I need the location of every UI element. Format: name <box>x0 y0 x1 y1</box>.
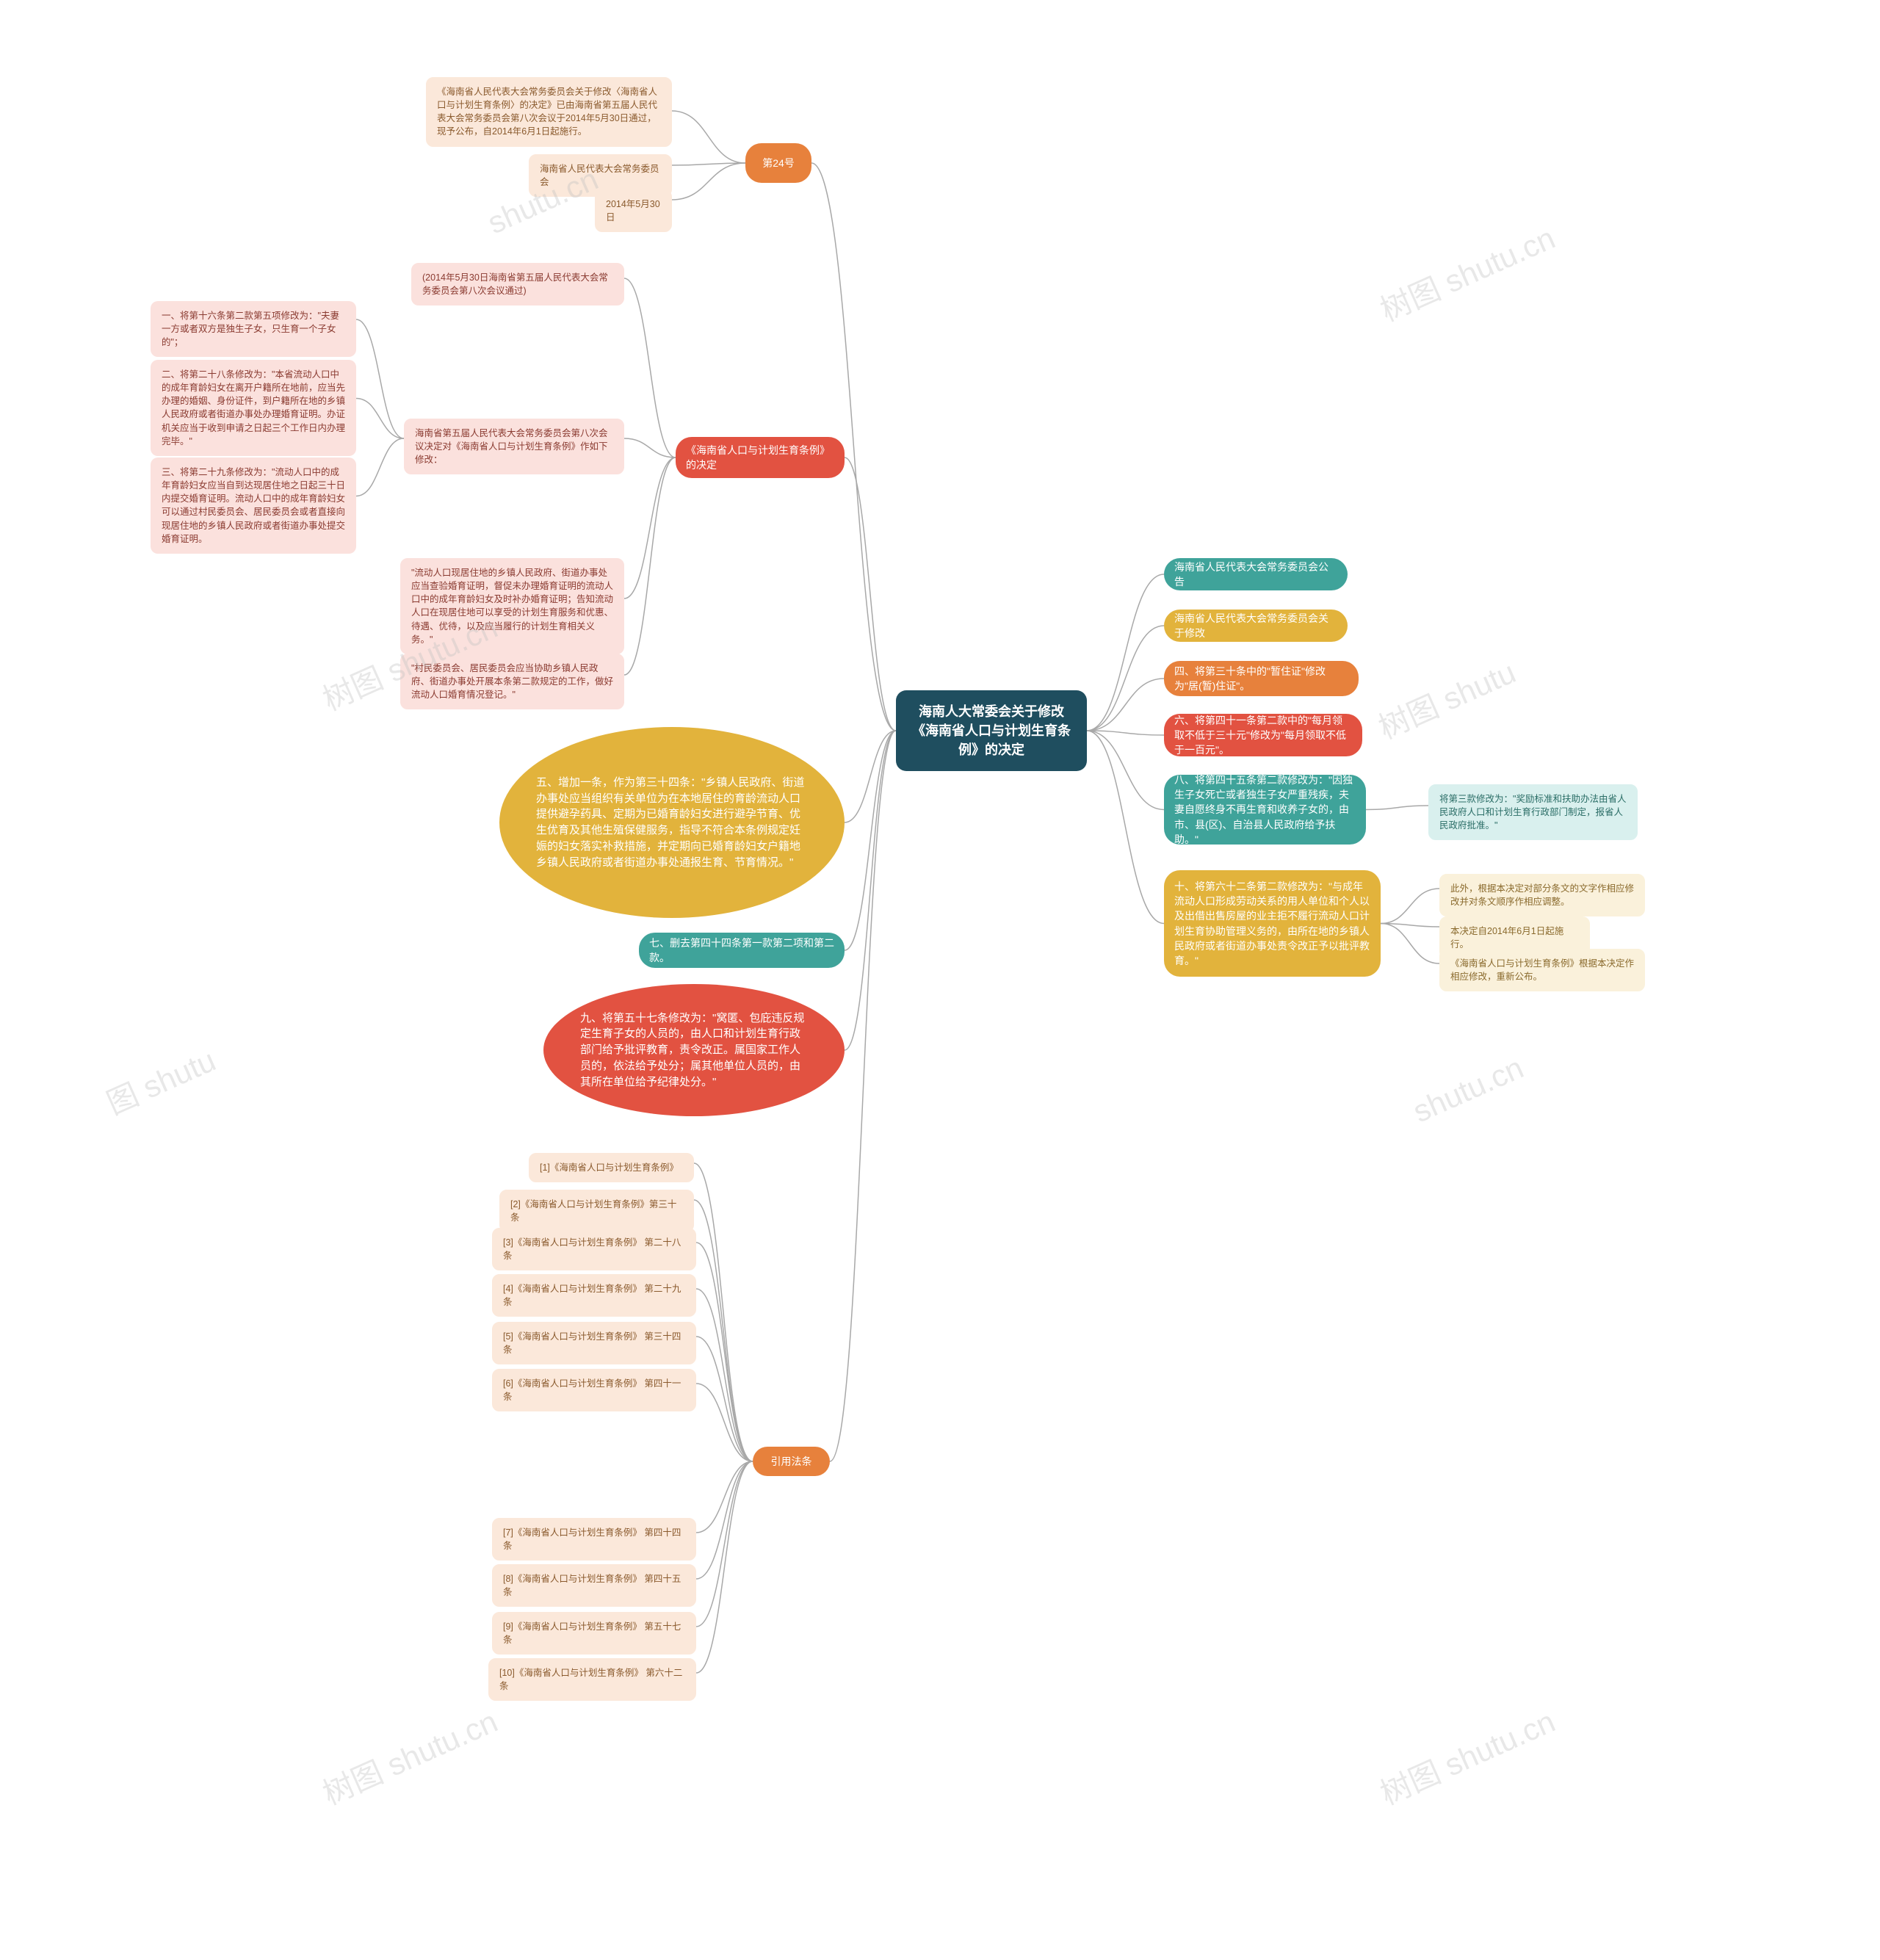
leaf[interactable]: 2014年5月30日 <box>595 189 672 232</box>
leaf[interactable]: "村民委员会、居民委员会应当协助乡镇人民政府、街道办事处开展本条第二款规定的工作… <box>400 654 624 709</box>
branch-r3[interactable]: 四、将第三十条中的"暂住证"修改为"居(暂)住证"。 <box>1164 661 1359 696</box>
mindmap-canvas: 海南人大常委会关于修改《海南省人口与计划生育条例》的决定 第24号 《海南省人民代表… <box>0 0 1880 1960</box>
leaf[interactable]: [2]《海南省人口与计划生育条例》第三十条 <box>499 1190 694 1232</box>
watermark: 树图 shutu.cn <box>1373 214 1561 330</box>
leaf[interactable]: (2014年5月30日海南省第五届人民代表大会常务委员会第八次会议通过) <box>411 263 624 305</box>
leaf-child[interactable]: 一、将第十六条第二款第五项修改为："夫妻一方或者双方是独生子女，只生育一个子女的… <box>151 301 356 357</box>
leaf[interactable]: 《海南省人民代表大会常务委员会关于修改〈海南省人口与计划生育条例〉的决定》已由海… <box>426 77 672 147</box>
leaf[interactable]: [6]《海南省人口与计划生育条例》 第四十一条 <box>492 1369 696 1411</box>
leaf[interactable]: [10]《海南省人口与计划生育条例》 第六十二条 <box>488 1658 696 1701</box>
leaf-child[interactable]: 三、将第二十九条修改为："流动人口中的成年育龄妇女应当自到达现居住地之日起三十日… <box>151 458 356 554</box>
leaf-child[interactable]: 二、将第二十八条修改为："本省流动人口中的成年育龄妇女在离开户籍所在地前，应当先… <box>151 360 356 456</box>
leaf[interactable]: 《海南省人口与计划生育条例》根据本决定作相应修改，重新公布。 <box>1439 949 1645 991</box>
branch-decision[interactable]: 《海南省人口与计划生育条例》的决定 <box>676 437 845 478</box>
branch-r4[interactable]: 六、将第四十一条第二款中的"每月领取不低于三十元"修改为"每月领取不低于一百元"… <box>1164 714 1362 756</box>
watermark: 图 shutu <box>98 1036 222 1124</box>
leaf[interactable]: 将第三款修改为："奖励标准和扶助办法由省人民政府人口和计划生育行政部门制定，报省… <box>1428 784 1638 840</box>
branch-r1[interactable]: 海南省人民代表大会常务委员会公告 <box>1164 558 1348 590</box>
branch-five[interactable]: 五、增加一条，作为第三十四条："乡镇人民政府、街道办事处应当组织有关单位为在本地… <box>499 727 845 918</box>
branch-r5[interactable]: 八、将第四十五条第二款修改为："因独生子女死亡或者独生子女严重残疾，夫妻自愿终身… <box>1164 775 1366 845</box>
watermark: shutu.cn <box>1408 1050 1529 1129</box>
watermark: 树图 shutu <box>1370 648 1522 748</box>
branch-label: 五、增加一条，作为第三十四条："乡镇人民政府、街道办事处应当组织有关单位为在本地… <box>536 775 808 871</box>
branch-label: 九、将第五十七条修改为："窝匿、包庇违反规定生育子女的人员的，由人口和计划生育行… <box>580 1010 808 1091</box>
leaf[interactable]: [9]《海南省人口与计划生育条例》 第五十七条 <box>492 1612 696 1655</box>
leaf[interactable]: [1]《海南省人口与计划生育条例》 <box>529 1153 694 1182</box>
branch-cite[interactable]: 引用法条 <box>753 1447 830 1476</box>
leaf[interactable]: [7]《海南省人口与计划生育条例》 第四十四条 <box>492 1518 696 1561</box>
watermark: 树图 shutu.cn <box>1373 1697 1561 1814</box>
leaf[interactable]: "流动人口现居住地的乡镇人民政府、街道办事处应当查验婚育证明，督促未办理婚育证明… <box>400 558 624 654</box>
leaf[interactable]: 此外，根据本决定对部分条文的文字作相应修改并对条文顺序作相应调整。 <box>1439 874 1645 916</box>
center-node[interactable]: 海南人大常委会关于修改《海南省人口与计划生育条例》的决定 <box>896 690 1087 771</box>
branch-nine[interactable]: 九、将第五十七条修改为："窝匿、包庇违反规定生育子女的人员的，由人口和计划生育行… <box>543 984 845 1116</box>
leaf[interactable]: [8]《海南省人口与计划生育条例》 第四十五条 <box>492 1564 696 1607</box>
watermark: 树图 shutu.cn <box>315 1697 504 1814</box>
branch-b24[interactable]: 第24号 <box>745 143 811 183</box>
leaf[interactable]: [5]《海南省人口与计划生育条例》 第三十四条 <box>492 1322 696 1364</box>
leaf[interactable]: [3]《海南省人口与计划生育条例》 第二十八条 <box>492 1228 696 1270</box>
branch-r6[interactable]: 十、将第六十二条第二款修改为："与成年流动人口形成劳动关系的用人单位和个人以及出… <box>1164 870 1381 977</box>
leaf[interactable]: [4]《海南省人口与计划生育条例》 第二十九条 <box>492 1274 696 1317</box>
branch-r2[interactable]: 海南省人民代表大会常务委员会关于修改 <box>1164 610 1348 642</box>
leaf[interactable]: 海南省第五届人民代表大会常务委员会第八次会议决定对《海南省人口与计划生育条例》作… <box>404 419 624 474</box>
branch-seven[interactable]: 七、删去第四十四条第一款第二项和第二款。 <box>639 933 845 968</box>
